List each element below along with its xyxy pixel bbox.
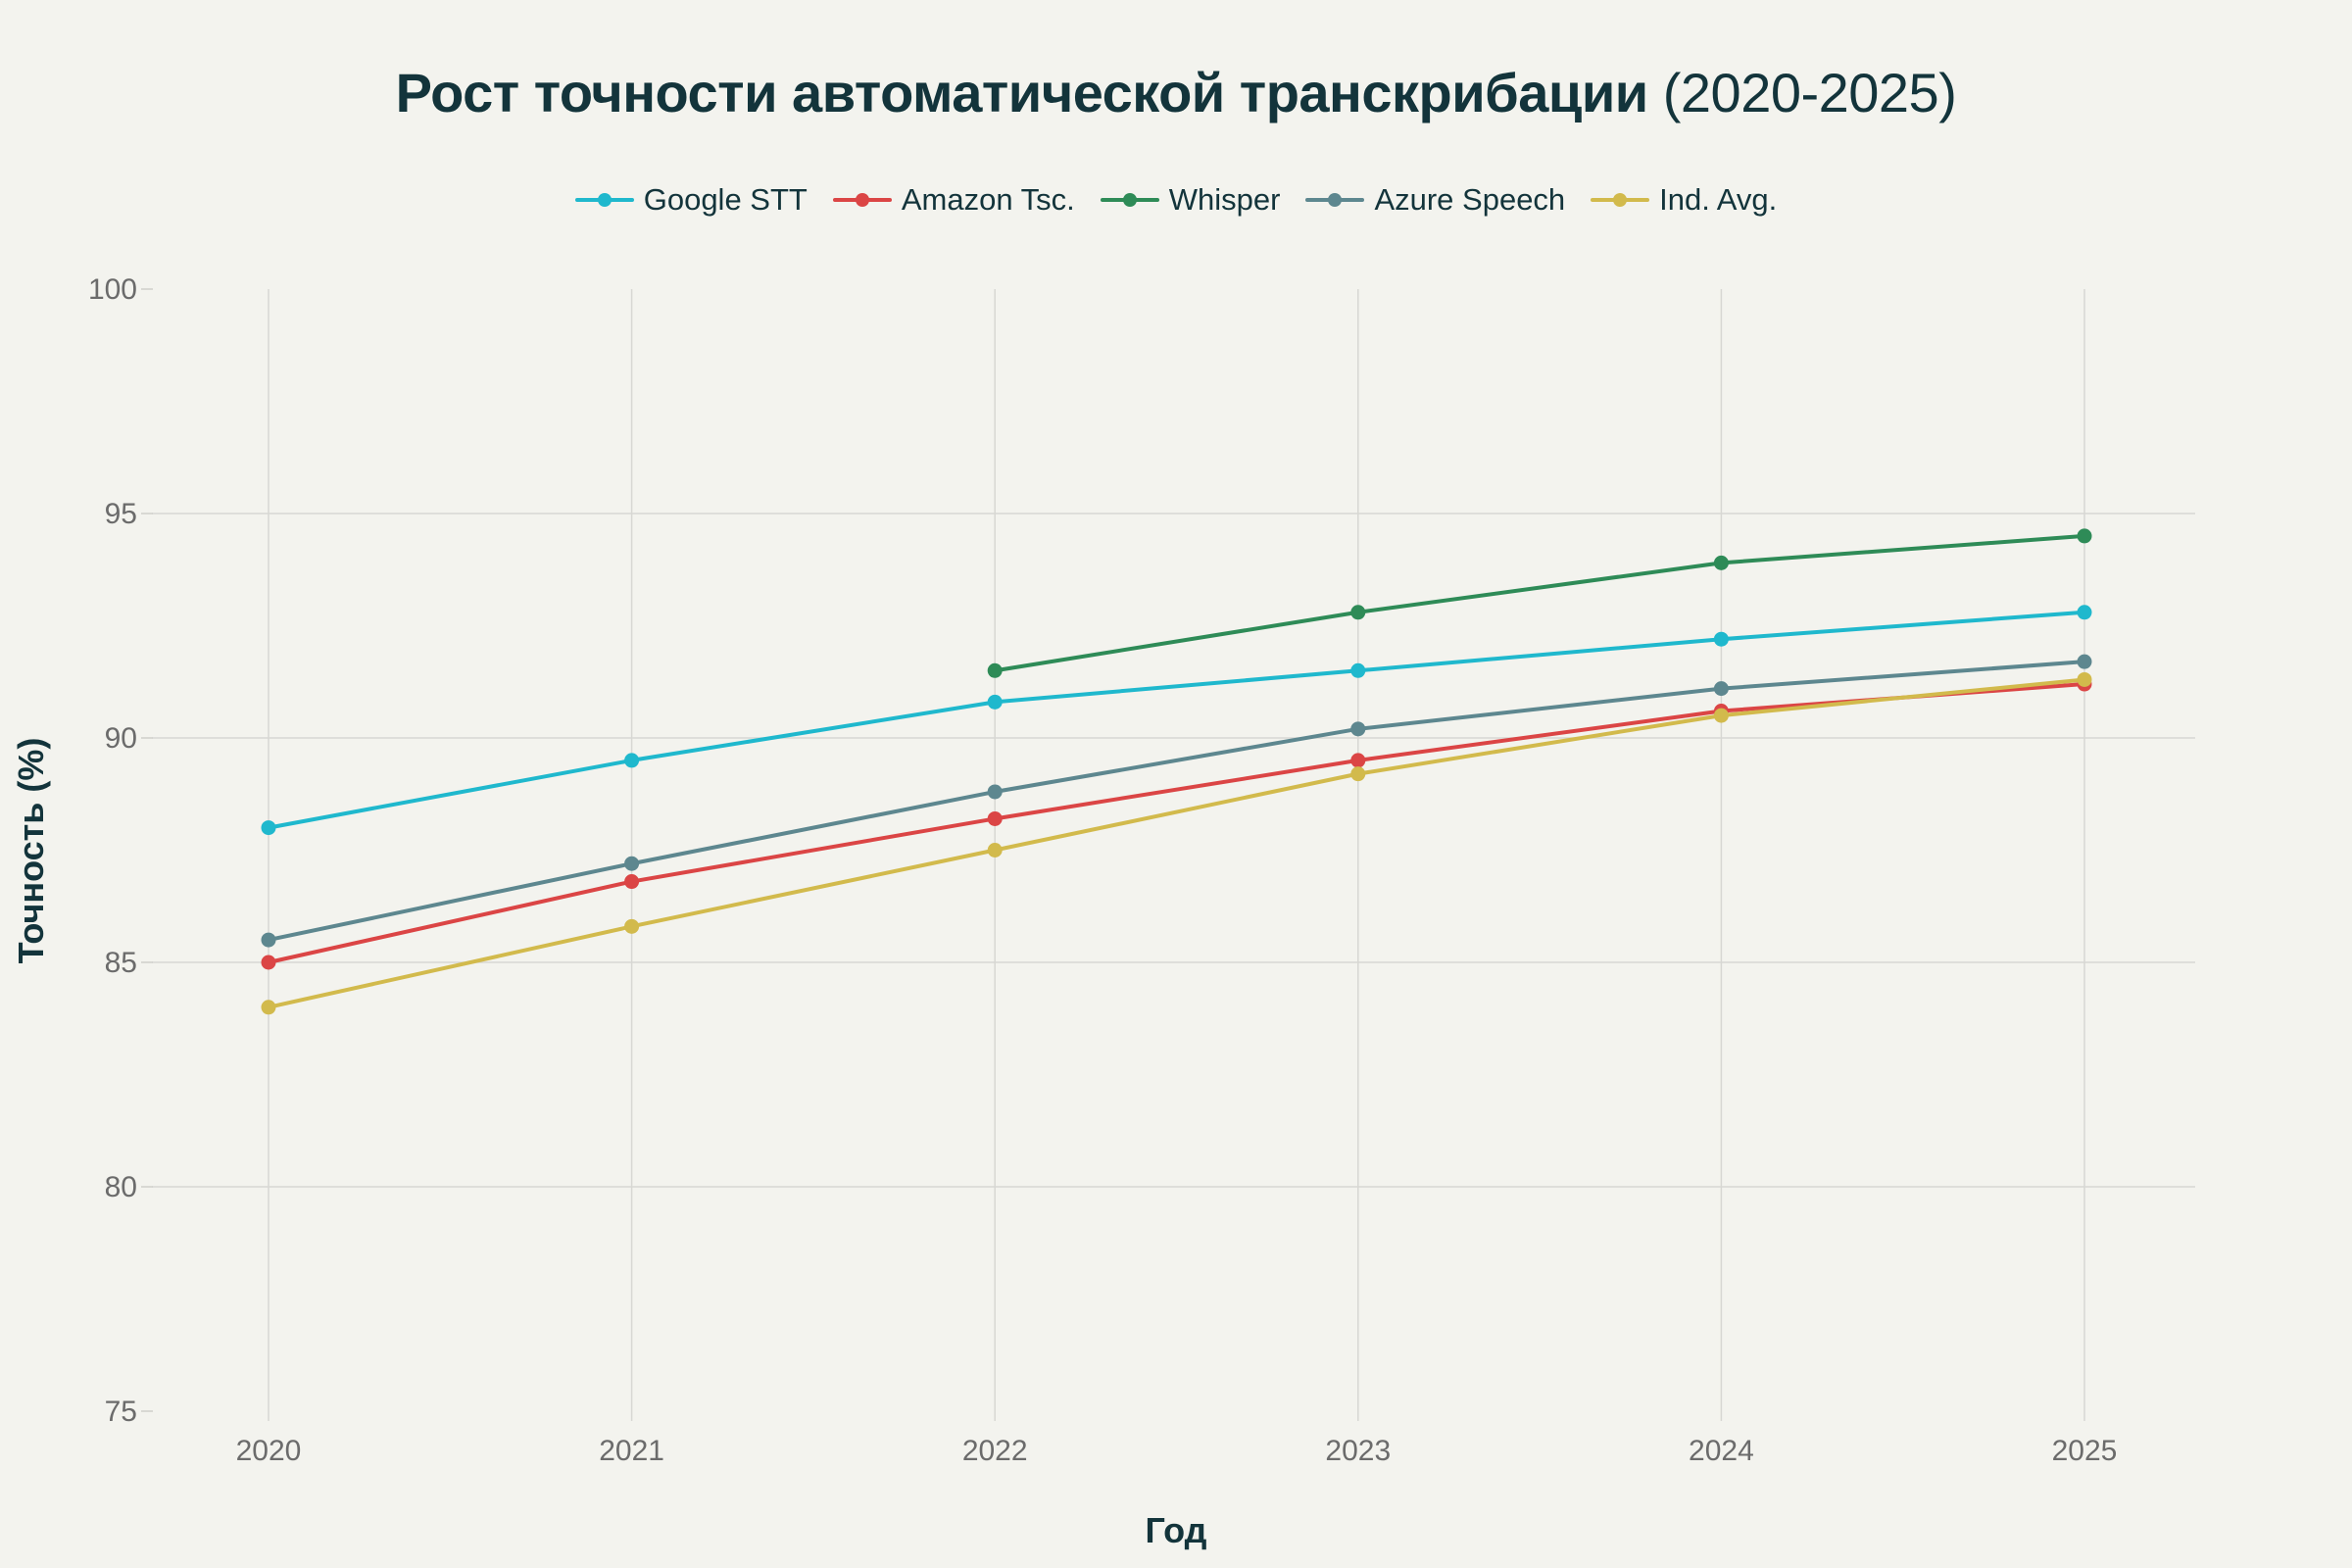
series-line bbox=[268, 660, 2085, 943]
legend-dot-icon bbox=[855, 193, 869, 207]
x-tick-label: 2022 bbox=[962, 1435, 1028, 1467]
data-point-marker[interactable] bbox=[2077, 528, 2092, 544]
data-point-marker[interactable] bbox=[1350, 766, 1366, 782]
data-point-marker[interactable] bbox=[1350, 753, 1366, 768]
series-ind-avg bbox=[261, 671, 2092, 1015]
x-tick-label: 2023 bbox=[1325, 1435, 1391, 1467]
series-line bbox=[268, 610, 2085, 830]
data-point-marker[interactable] bbox=[1350, 721, 1366, 737]
chart-legend: Google STT Amazon Tsc. Whisper Azure Speech… bbox=[0, 182, 2352, 218]
data-point-marker[interactable] bbox=[1350, 605, 1366, 620]
legend-item[interactable]: Ind. Avg. bbox=[1591, 182, 1777, 218]
x-axis: 2020 2021 2022 2023 2024 2025 bbox=[236, 1435, 2118, 1467]
y-tick-label: 90 bbox=[105, 722, 137, 755]
legend-item[interactable]: Google STT bbox=[574, 182, 808, 218]
legend-dot-icon bbox=[597, 193, 612, 207]
data-point-marker[interactable] bbox=[2077, 671, 2092, 687]
data-series bbox=[261, 528, 2092, 1015]
data-point-marker[interactable] bbox=[987, 694, 1003, 710]
legend-dot-icon bbox=[1328, 193, 1343, 207]
data-point-marker[interactable] bbox=[1350, 662, 1366, 678]
gridlines bbox=[152, 289, 2195, 1421]
data-point-marker[interactable] bbox=[624, 753, 640, 768]
x-tick-label: 2020 bbox=[236, 1435, 302, 1467]
series-amazon-tsc bbox=[261, 676, 2092, 970]
legend-label: Ind. Avg. bbox=[1659, 182, 1778, 217]
y-tick-label: 100 bbox=[88, 273, 137, 306]
data-point-marker[interactable] bbox=[1713, 631, 1729, 647]
legend-label: Azure Speech bbox=[1374, 182, 1566, 217]
y-tick-label: 75 bbox=[105, 1396, 137, 1428]
data-point-marker[interactable] bbox=[987, 784, 1003, 800]
x-tick-label: 2024 bbox=[1689, 1435, 1754, 1467]
x-tick-label: 2025 bbox=[2052, 1435, 2118, 1467]
legend-dot-icon bbox=[1613, 193, 1628, 207]
legend-line-marker-icon bbox=[574, 193, 634, 207]
series-line bbox=[268, 677, 2085, 1009]
legend-label: Whisper bbox=[1168, 182, 1281, 217]
legend-label: Amazon Tsc. bbox=[901, 182, 1075, 217]
chart-title-main: Рост точности автоматической транскрибац… bbox=[395, 62, 1649, 123]
y-axis-title: Точность (%) bbox=[11, 738, 51, 964]
data-point-marker[interactable] bbox=[624, 874, 640, 890]
legend-label: Google STT bbox=[643, 182, 808, 217]
data-point-marker[interactable] bbox=[1713, 708, 1729, 723]
series-azure-speech bbox=[261, 654, 2092, 948]
data-point-marker[interactable] bbox=[1713, 555, 1729, 570]
legend-line-marker-icon bbox=[1100, 193, 1159, 207]
chart-title-years: (2020-2025) bbox=[1662, 62, 1957, 123]
legend-line-marker-icon bbox=[1591, 193, 1650, 207]
legend-item[interactable]: Amazon Tsc. bbox=[832, 182, 1075, 218]
data-point-marker[interactable] bbox=[987, 843, 1003, 858]
legend-line-marker-icon bbox=[832, 193, 892, 207]
series-whisper bbox=[987, 528, 2092, 678]
data-point-marker[interactable] bbox=[261, 932, 276, 948]
x-axis-title: Год bbox=[1146, 1510, 1207, 1550]
data-point-marker[interactable] bbox=[624, 918, 640, 934]
y-tick-label: 80 bbox=[105, 1171, 137, 1203]
series-line bbox=[268, 682, 2085, 964]
data-point-marker[interactable] bbox=[2077, 654, 2092, 669]
y-tick-label: 95 bbox=[105, 498, 137, 530]
x-tick-label: 2021 bbox=[599, 1435, 664, 1467]
y-axis: 75 80 85 90 95 100 bbox=[88, 273, 153, 1428]
data-point-marker[interactable] bbox=[261, 955, 276, 970]
chart-title: Рост точности автоматической транскрибац… bbox=[0, 61, 2352, 124]
legend-dot-icon bbox=[1122, 193, 1137, 207]
data-point-marker[interactable] bbox=[261, 820, 276, 836]
data-point-marker[interactable] bbox=[624, 856, 640, 871]
data-point-marker[interactable] bbox=[1713, 681, 1729, 697]
y-tick-label: 85 bbox=[105, 947, 137, 979]
data-point-marker[interactable] bbox=[987, 810, 1003, 826]
legend-line-marker-icon bbox=[1305, 193, 1365, 207]
legend-item[interactable]: Whisper bbox=[1100, 182, 1281, 218]
data-point-marker[interactable] bbox=[987, 662, 1003, 678]
legend-item[interactable]: Azure Speech bbox=[1305, 182, 1565, 218]
series-google-stt bbox=[261, 605, 2092, 836]
data-point-marker[interactable] bbox=[261, 1000, 276, 1015]
data-point-marker[interactable] bbox=[2077, 605, 2092, 620]
series-line bbox=[994, 533, 2085, 673]
